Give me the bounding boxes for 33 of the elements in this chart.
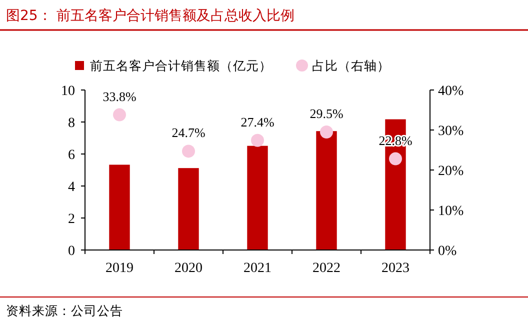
y2-tick-label: 20% (438, 164, 464, 179)
bar (247, 146, 268, 250)
data-label: 33.8% (102, 88, 136, 104)
chart-title: 图25： 前五名客户合计销售额及占总收入比例 (6, 8, 294, 24)
x-tick-label: 2020 (174, 261, 202, 276)
y-tick-label: 2 (68, 212, 75, 227)
bar (178, 168, 199, 250)
y2-tick-label: 40% (438, 84, 464, 99)
point (113, 108, 126, 122)
data-label: 27.4% (240, 114, 274, 130)
y-tick-label: 8 (68, 116, 75, 131)
legend-label: 前五名客户合计销售额（亿元） (90, 58, 272, 73)
bar (316, 131, 337, 250)
point (251, 134, 264, 147)
text: 资料来源：公司公告 (6, 303, 123, 318)
x-tick-label: 2022 (312, 261, 340, 276)
y-tick-label: 6 (68, 148, 75, 163)
y-tick-label: 4 (68, 180, 75, 195)
y2-tick-label: 30% (438, 124, 464, 139)
y2-tick-label: 0% (438, 244, 457, 259)
y2-tick-label: 10% (438, 204, 464, 219)
y-tick-label: 0 (68, 244, 75, 259)
x-tick-label: 2023 (382, 261, 410, 276)
point (182, 144, 195, 158)
x-tick-label: 2021 (244, 261, 272, 276)
legend-label: 占比（右轴） (312, 58, 390, 73)
y-tick-label: 10 (61, 84, 75, 99)
point (320, 126, 333, 138)
data-label: 24.7% (172, 125, 206, 140)
data-label: 29.5% (310, 106, 344, 121)
point (389, 152, 402, 166)
bar (109, 164, 130, 250)
x-tick-label: 2019 (106, 261, 134, 276)
